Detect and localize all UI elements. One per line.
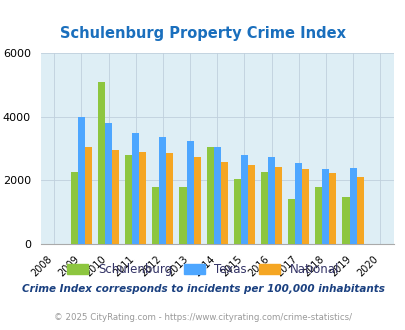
- Bar: [267, 157, 275, 244]
- Bar: [186, 141, 193, 244]
- Bar: [139, 152, 146, 244]
- Bar: [233, 179, 240, 244]
- Bar: [213, 147, 220, 244]
- Bar: [301, 169, 309, 244]
- Bar: [78, 116, 85, 244]
- Bar: [220, 162, 227, 244]
- Bar: [349, 168, 356, 244]
- Bar: [98, 82, 105, 244]
- Bar: [152, 187, 159, 244]
- Bar: [356, 177, 363, 244]
- Bar: [179, 187, 186, 244]
- Bar: [260, 172, 267, 244]
- Bar: [322, 169, 328, 244]
- Bar: [315, 187, 322, 244]
- Bar: [328, 173, 336, 244]
- Bar: [85, 147, 92, 244]
- Bar: [105, 123, 112, 244]
- Bar: [342, 197, 349, 244]
- Bar: [132, 133, 139, 244]
- Bar: [275, 167, 281, 244]
- Text: Crime Index corresponds to incidents per 100,000 inhabitants: Crime Index corresponds to incidents per…: [21, 284, 384, 294]
- Bar: [247, 165, 254, 244]
- Bar: [159, 137, 166, 244]
- Text: © 2025 CityRating.com - https://www.cityrating.com/crime-statistics/: © 2025 CityRating.com - https://www.city…: [54, 313, 351, 322]
- Bar: [166, 153, 173, 244]
- Text: Schulenburg Property Crime Index: Schulenburg Property Crime Index: [60, 26, 345, 41]
- Bar: [70, 172, 78, 244]
- Bar: [206, 147, 213, 244]
- Bar: [240, 155, 247, 244]
- Bar: [112, 150, 119, 244]
- Bar: [294, 163, 301, 244]
- Bar: [125, 155, 132, 244]
- Bar: [193, 157, 200, 244]
- Bar: [288, 199, 294, 244]
- Legend: Schulenburg, Texas, National: Schulenburg, Texas, National: [62, 258, 343, 281]
